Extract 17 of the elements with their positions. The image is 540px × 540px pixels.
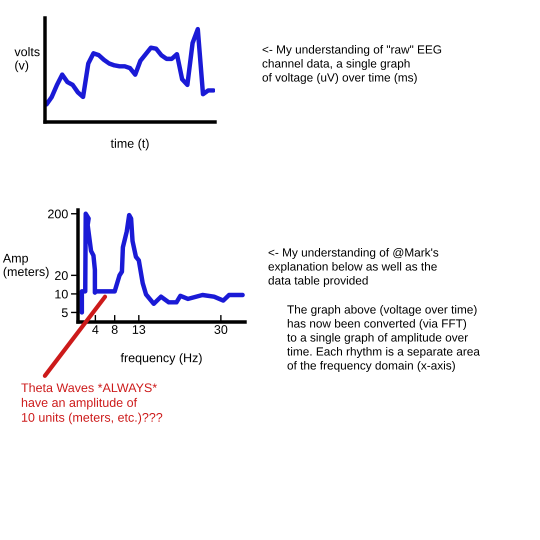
y-axis-title: volts (v) <box>14 47 40 72</box>
x-tick-label: 13 <box>132 325 146 334</box>
x-tick-label: 30 <box>214 325 228 334</box>
y-tick-label: 5 <box>62 308 68 318</box>
y-tick-label: 200 <box>48 210 68 218</box>
x-axis-title: frequency (Hz) <box>120 353 202 365</box>
x-tick-label: 8 <box>112 325 118 334</box>
text: <- My understanding of "raw" EEG channel data, a single graph of voltage (uV) over time (ms) <box>262 45 442 84</box>
x-tick-label: 4 <box>92 325 98 334</box>
text: <- My understanding of @Mark's explanation below as well as the data table provided <box>268 248 438 288</box>
y-tick-label: 10 <box>55 290 68 299</box>
line-series <box>80 212 245 315</box>
x-axis-title: time (t) <box>110 138 149 150</box>
y-tick-label: 20 <box>55 271 68 280</box>
y-axis-title: Amp (meters) <box>2 254 49 279</box>
annotation: Theta Waves *ALWAYS* have an amplitude of 10 units (meters, etc.)??? <box>21 383 162 424</box>
text: The graph above (voltage over time) has now been converted (via FFT) to a single graph of amplitude over time. Each rhythm is a separate area of the frequency domain (x-axis) <box>287 305 480 372</box>
